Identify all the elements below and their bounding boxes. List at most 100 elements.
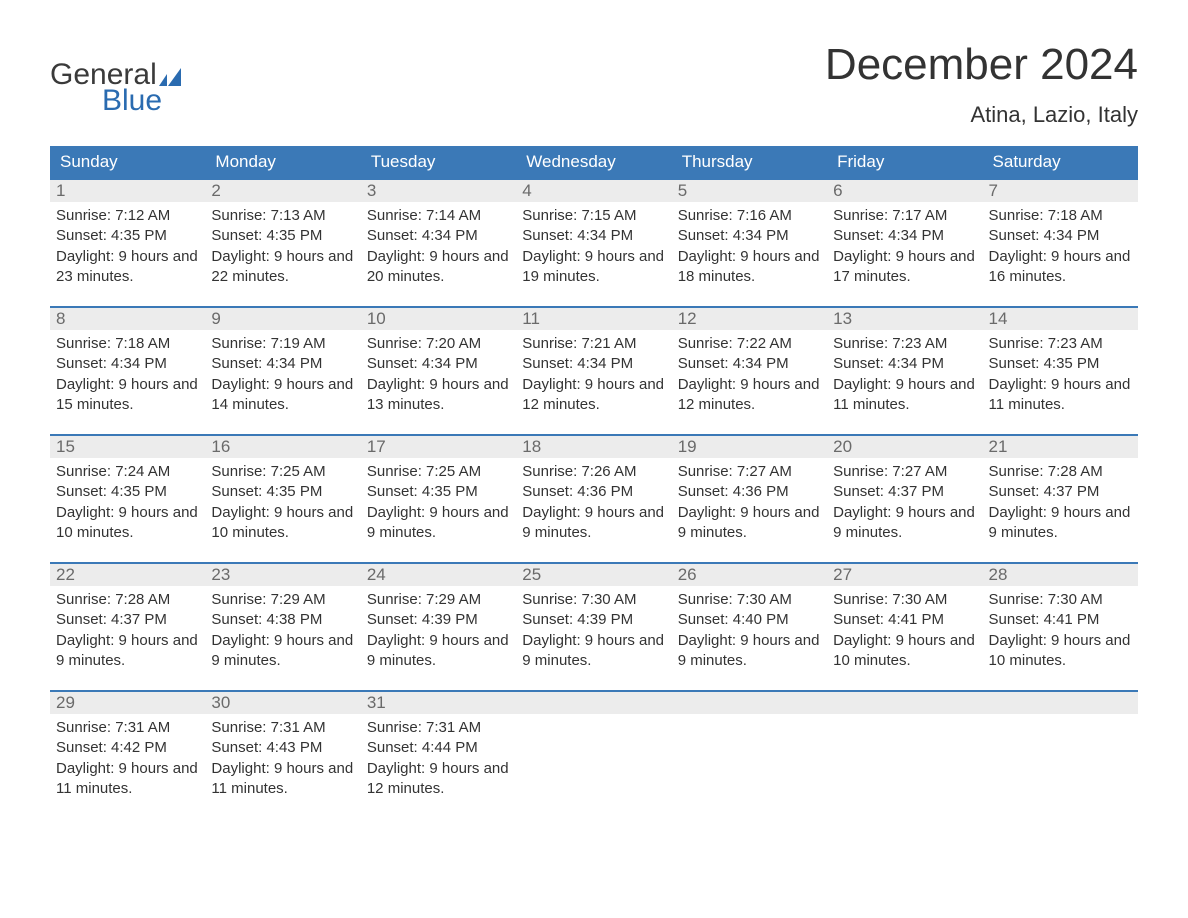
calendar-day-cell bbox=[516, 692, 671, 810]
day-number: 1 bbox=[50, 180, 205, 202]
sunrise-line: Sunrise: 7:25 AM bbox=[367, 462, 510, 482]
daylight-line: Daylight: 9 hours and 16 minutes. bbox=[989, 247, 1132, 288]
sunrise-line: Sunrise: 7:19 AM bbox=[211, 334, 354, 354]
day-body: Sunrise: 7:26 AMSunset: 4:36 PMDaylight:… bbox=[516, 458, 671, 547]
sunset-line: Sunset: 4:34 PM bbox=[522, 354, 665, 374]
calendar-day-cell: 26Sunrise: 7:30 AMSunset: 4:40 PMDayligh… bbox=[672, 564, 827, 682]
sunset-line: Sunset: 4:34 PM bbox=[678, 354, 821, 374]
day-number: 10 bbox=[361, 308, 516, 330]
daylight-line: Daylight: 9 hours and 10 minutes. bbox=[56, 503, 199, 544]
sunset-line: Sunset: 4:40 PM bbox=[678, 610, 821, 630]
calendar-day-cell: 20Sunrise: 7:27 AMSunset: 4:37 PMDayligh… bbox=[827, 436, 982, 554]
day-number bbox=[516, 692, 671, 714]
day-body bbox=[827, 714, 982, 722]
day-number: 16 bbox=[205, 436, 360, 458]
weekday-header: Sunday bbox=[50, 146, 205, 178]
day-body: Sunrise: 7:28 AMSunset: 4:37 PMDaylight:… bbox=[50, 586, 205, 675]
day-number: 11 bbox=[516, 308, 671, 330]
daylight-line: Daylight: 9 hours and 10 minutes. bbox=[833, 631, 976, 672]
sunset-line: Sunset: 4:34 PM bbox=[989, 226, 1132, 246]
calendar-day-cell: 29Sunrise: 7:31 AMSunset: 4:42 PMDayligh… bbox=[50, 692, 205, 810]
sunrise-line: Sunrise: 7:12 AM bbox=[56, 206, 199, 226]
day-body: Sunrise: 7:17 AMSunset: 4:34 PMDaylight:… bbox=[827, 202, 982, 291]
daylight-line: Daylight: 9 hours and 9 minutes. bbox=[522, 631, 665, 672]
day-body: Sunrise: 7:31 AMSunset: 4:42 PMDaylight:… bbox=[50, 714, 205, 803]
sunset-line: Sunset: 4:34 PM bbox=[367, 226, 510, 246]
daylight-line: Daylight: 9 hours and 12 minutes. bbox=[367, 759, 510, 800]
day-number: 31 bbox=[361, 692, 516, 714]
day-number: 17 bbox=[361, 436, 516, 458]
sunset-line: Sunset: 4:34 PM bbox=[522, 226, 665, 246]
sunrise-line: Sunrise: 7:31 AM bbox=[56, 718, 199, 738]
day-number: 27 bbox=[827, 564, 982, 586]
sunset-line: Sunset: 4:37 PM bbox=[989, 482, 1132, 502]
calendar-day-cell: 13Sunrise: 7:23 AMSunset: 4:34 PMDayligh… bbox=[827, 308, 982, 426]
sunrise-line: Sunrise: 7:31 AM bbox=[211, 718, 354, 738]
sunset-line: Sunset: 4:39 PM bbox=[367, 610, 510, 630]
sunset-line: Sunset: 4:35 PM bbox=[367, 482, 510, 502]
sunset-line: Sunset: 4:37 PM bbox=[833, 482, 976, 502]
calendar-day-cell: 17Sunrise: 7:25 AMSunset: 4:35 PMDayligh… bbox=[361, 436, 516, 554]
sunset-line: Sunset: 4:39 PM bbox=[522, 610, 665, 630]
day-body: Sunrise: 7:18 AMSunset: 4:34 PMDaylight:… bbox=[50, 330, 205, 419]
sunrise-line: Sunrise: 7:28 AM bbox=[989, 462, 1132, 482]
daylight-line: Daylight: 9 hours and 19 minutes. bbox=[522, 247, 665, 288]
calendar-day-cell: 27Sunrise: 7:30 AMSunset: 4:41 PMDayligh… bbox=[827, 564, 982, 682]
daylight-line: Daylight: 9 hours and 9 minutes. bbox=[833, 503, 976, 544]
calendar-day-cell: 7Sunrise: 7:18 AMSunset: 4:34 PMDaylight… bbox=[983, 180, 1138, 298]
day-body bbox=[983, 714, 1138, 722]
calendar-day-cell: 11Sunrise: 7:21 AMSunset: 4:34 PMDayligh… bbox=[516, 308, 671, 426]
sunset-line: Sunset: 4:34 PM bbox=[678, 226, 821, 246]
calendar-day-cell: 31Sunrise: 7:31 AMSunset: 4:44 PMDayligh… bbox=[361, 692, 516, 810]
calendar-day-cell bbox=[827, 692, 982, 810]
daylight-line: Daylight: 9 hours and 11 minutes. bbox=[833, 375, 976, 416]
weekday-header: Monday bbox=[205, 146, 360, 178]
weekday-header: Saturday bbox=[983, 146, 1138, 178]
calendar-day-cell: 24Sunrise: 7:29 AMSunset: 4:39 PMDayligh… bbox=[361, 564, 516, 682]
day-body: Sunrise: 7:18 AMSunset: 4:34 PMDaylight:… bbox=[983, 202, 1138, 291]
day-number: 13 bbox=[827, 308, 982, 330]
day-body: Sunrise: 7:25 AMSunset: 4:35 PMDaylight:… bbox=[361, 458, 516, 547]
calendar-day-cell: 28Sunrise: 7:30 AMSunset: 4:41 PMDayligh… bbox=[983, 564, 1138, 682]
calendar-day-cell: 30Sunrise: 7:31 AMSunset: 4:43 PMDayligh… bbox=[205, 692, 360, 810]
day-body: Sunrise: 7:20 AMSunset: 4:34 PMDaylight:… bbox=[361, 330, 516, 419]
sunset-line: Sunset: 4:34 PM bbox=[367, 354, 510, 374]
sunset-line: Sunset: 4:44 PM bbox=[367, 738, 510, 758]
day-body: Sunrise: 7:22 AMSunset: 4:34 PMDaylight:… bbox=[672, 330, 827, 419]
sunset-line: Sunset: 4:35 PM bbox=[211, 482, 354, 502]
day-number: 4 bbox=[516, 180, 671, 202]
daylight-line: Daylight: 9 hours and 9 minutes. bbox=[367, 503, 510, 544]
sunrise-line: Sunrise: 7:30 AM bbox=[989, 590, 1132, 610]
title-block: December 2024 Atina, Lazio, Italy bbox=[825, 40, 1138, 128]
sunrise-line: Sunrise: 7:21 AM bbox=[522, 334, 665, 354]
day-body: Sunrise: 7:23 AMSunset: 4:34 PMDaylight:… bbox=[827, 330, 982, 419]
day-body: Sunrise: 7:13 AMSunset: 4:35 PMDaylight:… bbox=[205, 202, 360, 291]
day-number: 23 bbox=[205, 564, 360, 586]
sunset-line: Sunset: 4:41 PM bbox=[989, 610, 1132, 630]
sunset-line: Sunset: 4:35 PM bbox=[56, 226, 199, 246]
sunset-line: Sunset: 4:34 PM bbox=[56, 354, 199, 374]
weekday-header: Tuesday bbox=[361, 146, 516, 178]
sunset-line: Sunset: 4:34 PM bbox=[211, 354, 354, 374]
sunset-line: Sunset: 4:43 PM bbox=[211, 738, 354, 758]
day-number: 7 bbox=[983, 180, 1138, 202]
calendar-day-cell bbox=[672, 692, 827, 810]
daylight-line: Daylight: 9 hours and 9 minutes. bbox=[678, 503, 821, 544]
sunrise-line: Sunrise: 7:20 AM bbox=[367, 334, 510, 354]
calendar-day-cell: 1Sunrise: 7:12 AMSunset: 4:35 PMDaylight… bbox=[50, 180, 205, 298]
day-body: Sunrise: 7:24 AMSunset: 4:35 PMDaylight:… bbox=[50, 458, 205, 547]
day-body: Sunrise: 7:27 AMSunset: 4:36 PMDaylight:… bbox=[672, 458, 827, 547]
calendar-day-cell: 22Sunrise: 7:28 AMSunset: 4:37 PMDayligh… bbox=[50, 564, 205, 682]
calendar-day-cell: 21Sunrise: 7:28 AMSunset: 4:37 PMDayligh… bbox=[983, 436, 1138, 554]
day-number: 19 bbox=[672, 436, 827, 458]
day-number: 20 bbox=[827, 436, 982, 458]
day-body: Sunrise: 7:31 AMSunset: 4:43 PMDaylight:… bbox=[205, 714, 360, 803]
day-body bbox=[672, 714, 827, 722]
sunrise-line: Sunrise: 7:30 AM bbox=[833, 590, 976, 610]
day-body: Sunrise: 7:31 AMSunset: 4:44 PMDaylight:… bbox=[361, 714, 516, 803]
daylight-line: Daylight: 9 hours and 15 minutes. bbox=[56, 375, 199, 416]
day-number: 24 bbox=[361, 564, 516, 586]
daylight-line: Daylight: 9 hours and 10 minutes. bbox=[989, 631, 1132, 672]
daylight-line: Daylight: 9 hours and 10 minutes. bbox=[211, 503, 354, 544]
sunrise-line: Sunrise: 7:22 AM bbox=[678, 334, 821, 354]
